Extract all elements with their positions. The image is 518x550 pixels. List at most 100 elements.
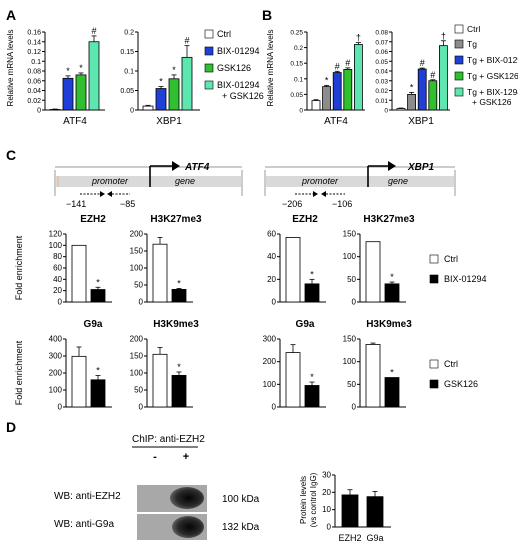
- y-tick-label: 0.15: [290, 61, 303, 68]
- y-axis-label: Protein levels: [299, 476, 308, 524]
- bar: [438, 45, 448, 111]
- dna-strand: [56, 176, 241, 187]
- y-tick-label: 200: [130, 335, 144, 344]
- significance-mark: *: [390, 368, 394, 378]
- primer-site-2: −85: [120, 199, 135, 209]
- y-tick-label: 0.08: [375, 30, 388, 37]
- legend-swatch: [204, 46, 214, 56]
- y-tick-label: 0.06: [375, 49, 388, 56]
- wb-label-g9a: WB: anti-G9a: [54, 519, 114, 530]
- legend-label: Tg: [467, 39, 477, 49]
- promoter-diagram-xbp1: promoter XBP1 gene −206 −106: [264, 161, 456, 209]
- legend-swatch: [429, 359, 439, 369]
- y-tick-label: 50: [134, 281, 143, 290]
- primer-reverse-head: [321, 191, 326, 197]
- y-tick-label: 100: [263, 380, 277, 389]
- significance-mark: *: [325, 75, 329, 85]
- bar: [62, 77, 74, 111]
- bar: [407, 94, 417, 111]
- dna-mark: [57, 176, 59, 187]
- y-tick-label: 0.03: [375, 78, 388, 85]
- chart-title: H3K9me3: [366, 319, 412, 330]
- legend-label: Ctrl: [444, 359, 458, 369]
- bar: [88, 41, 100, 111]
- y-tick-label: 0: [37, 108, 41, 115]
- y-tick-label: 0.2: [124, 30, 134, 37]
- y-tick-label: 100: [49, 241, 63, 250]
- legend-label: BIX-01294: [444, 274, 487, 284]
- significance-mark: #: [91, 26, 96, 36]
- blot-band-ezh2: [170, 487, 204, 509]
- bar: [332, 72, 342, 111]
- bar: [311, 100, 321, 111]
- bar: [90, 379, 106, 408]
- y-tick-label: 0.1: [31, 59, 41, 66]
- chart-title: H3K27me3: [150, 214, 202, 225]
- significance-mark: *: [96, 277, 100, 287]
- bar: [428, 80, 438, 111]
- y-tick-label: 0.12: [27, 49, 41, 56]
- primer-forward-head: [313, 191, 318, 197]
- y-tick-label: 0: [352, 298, 357, 307]
- y-tick-label: 0.02: [27, 98, 41, 105]
- y-tick-label: 0.25: [290, 30, 303, 37]
- panel-label-c: C: [6, 147, 16, 163]
- y-tick-label: 0.06: [27, 78, 41, 85]
- legend-label: Ctrl: [217, 29, 231, 39]
- y-tick-label: 0.04: [27, 88, 41, 95]
- chart-title: H3K9me3: [153, 319, 199, 330]
- y-tick-label: 60: [267, 230, 276, 239]
- y-tick-label: 300: [263, 335, 277, 344]
- bar: [71, 244, 87, 303]
- bar: [171, 374, 187, 408]
- y-tick-label: 100: [49, 386, 63, 395]
- panel-label-b: B: [262, 7, 272, 23]
- legend-swatch: [429, 254, 439, 264]
- y-tick-label: 0: [139, 298, 144, 307]
- significance-mark: *: [310, 269, 314, 279]
- bar: [155, 88, 167, 111]
- bar: [366, 496, 384, 528]
- y-tick-label: 120: [49, 230, 63, 239]
- legend-swatch: [429, 274, 439, 284]
- y-tick-label: 30: [322, 471, 331, 480]
- y-tick-label: 10: [322, 505, 331, 514]
- y-tick-label: 200: [263, 357, 277, 366]
- y-tick-label: 0.16: [27, 30, 41, 37]
- tss-arrowhead: [388, 161, 396, 171]
- bar: [75, 74, 87, 111]
- bar: [322, 86, 332, 111]
- gene-label: ATF4: [63, 116, 87, 127]
- significance-mark: *: [410, 82, 414, 92]
- y-tick-label: 40: [53, 275, 62, 284]
- significance-mark: #: [420, 58, 425, 68]
- promoter-diagram-atf4: promoter ATF4 gene −141 −85: [54, 161, 243, 209]
- kda-label-g9a: 132 kDa: [222, 522, 260, 533]
- legend-swatch: [429, 379, 439, 389]
- legend-label: GSK126: [444, 379, 478, 389]
- bar: [384, 283, 400, 303]
- bar: [343, 69, 353, 111]
- significance-mark: *: [177, 278, 181, 288]
- y-tick-label: 20: [267, 275, 276, 284]
- tss-arrowhead: [172, 161, 180, 171]
- gene-label: XBP1: [156, 116, 182, 127]
- legend-swatch: [454, 39, 464, 49]
- significance-mark: *: [390, 272, 394, 282]
- panel-b-charts: 0 0.05 0.1 0.15 0.2 0.25 * # # † ATF4 0 0.01 0.02 0.03…: [266, 24, 518, 127]
- bar: [285, 236, 301, 303]
- western-blot: ChIP: anti-EZH2 - + WB: anti-EZH2 WB: an…: [54, 434, 260, 540]
- chart-title: G9a: [84, 319, 103, 330]
- significance-mark: *: [96, 366, 100, 376]
- bar: [71, 355, 87, 408]
- legend-swatch: [204, 29, 214, 39]
- y-tick-label: 0.08: [27, 69, 41, 76]
- gene-label: XBP1: [408, 116, 434, 127]
- chart-title: EZH2: [292, 214, 318, 225]
- lane-plus: +: [183, 451, 189, 463]
- y-tick-label: 100: [343, 357, 357, 366]
- legend-label: Tg + BIX-1294 + GSK126: [467, 87, 518, 107]
- y-tick-label: 0.05: [290, 92, 303, 99]
- y-tick-label: 0.1: [124, 69, 134, 76]
- promoter-label: promoter: [301, 176, 339, 186]
